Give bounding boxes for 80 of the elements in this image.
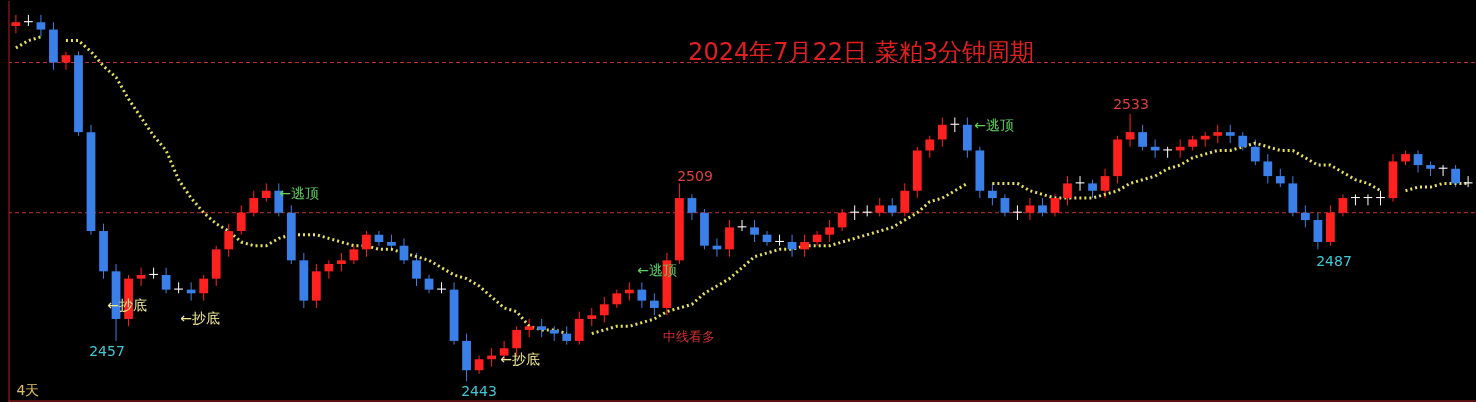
text: 2024年7月22日 菜粕3分钟周期 [688, 38, 1034, 66]
candlestick [988, 182, 997, 206]
annotation: 2533 [1113, 96, 1149, 112]
candlestick [537, 318, 547, 338]
candlestick [649, 292, 659, 316]
candlestick [750, 219, 759, 243]
candlestick [1038, 197, 1047, 217]
candlestick [261, 182, 271, 203]
candlestick [424, 274, 434, 294]
candlestick [687, 193, 697, 221]
candlestick [775, 234, 784, 247]
annotation: ←逃顶 [974, 117, 1014, 133]
candlestick [1050, 193, 1060, 217]
candlestick [1213, 124, 1223, 144]
annotation: 2487 [1316, 253, 1352, 269]
candlestick [850, 204, 860, 221]
candlestick [524, 318, 534, 338]
candlestick [825, 219, 835, 243]
candlestick [136, 267, 146, 287]
candlestick [837, 208, 847, 232]
candlestick [1000, 193, 1010, 217]
candlestick [1088, 179, 1097, 199]
annotation: ←抄底 [500, 351, 540, 367]
candlestick [1225, 124, 1235, 144]
candlestick [612, 289, 622, 309]
annotation: 中线看多 [663, 329, 715, 344]
candlestick [1250, 138, 1260, 166]
candlestick [599, 296, 609, 324]
candlestick [800, 234, 809, 258]
candlestick [161, 267, 171, 294]
candlestick [574, 311, 584, 346]
candlestick [950, 116, 960, 133]
candlestick [1413, 149, 1423, 173]
candlestick [925, 135, 935, 159]
candlestick [1263, 153, 1273, 184]
candlestick [862, 204, 872, 217]
candlestick [362, 230, 371, 258]
text: 2443 [461, 383, 497, 399]
candlestick [900, 182, 910, 217]
candlestick [1163, 146, 1173, 159]
candlestick [1351, 193, 1360, 206]
candlestick [412, 252, 421, 287]
annotation: ←逃顶 [279, 185, 319, 201]
candlestick [637, 281, 647, 309]
candlestick [1025, 197, 1035, 221]
candlestick [1451, 164, 1460, 188]
candlestick [174, 281, 184, 294]
candlestick [236, 204, 246, 236]
candlestick [1063, 175, 1072, 206]
candlestick [474, 355, 484, 375]
candlestick [725, 219, 734, 258]
candlestick [337, 252, 346, 272]
candlestick [1313, 212, 1323, 250]
candlestick [36, 14, 46, 38]
candlestick [61, 51, 71, 71]
candlestick [324, 259, 334, 280]
candlestick [587, 307, 597, 327]
candlestick [11, 14, 21, 34]
candlestick [1138, 124, 1147, 151]
candlestick [937, 116, 947, 148]
candlestick [562, 325, 572, 346]
candlestick [437, 281, 446, 294]
candlestick [349, 245, 359, 265]
candlestick [24, 14, 33, 27]
candlestick [1013, 204, 1022, 221]
candlestick [887, 197, 897, 217]
annotation: 2457 [89, 343, 125, 359]
candlestick [1300, 204, 1310, 228]
candlestick [1238, 131, 1248, 151]
candlestick [224, 223, 234, 258]
candlestick [1275, 168, 1285, 188]
candlestick [249, 190, 259, 217]
candlestick [199, 274, 209, 302]
annotation: 2509 [677, 168, 713, 184]
text: 4天 [16, 382, 40, 398]
annotation: ←抄底 [180, 310, 220, 326]
candlestick [875, 197, 885, 217]
candlestick [149, 267, 158, 280]
candlestick [1100, 168, 1110, 199]
candlestick [1338, 193, 1348, 217]
